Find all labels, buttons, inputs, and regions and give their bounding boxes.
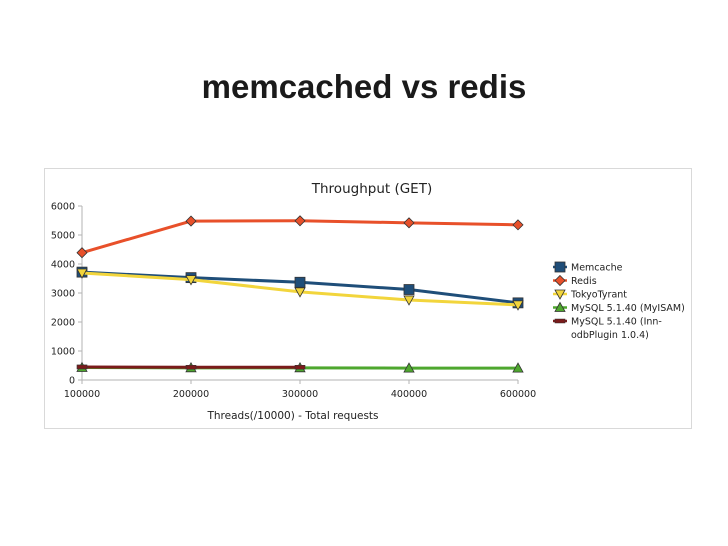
legend-label: Redis [571,276,597,287]
legend-label: TokyoTyrant [570,290,627,301]
x-axis-label: Threads(/10000) - Total requests [206,410,378,422]
legend-marker [554,274,566,287]
data-point [403,362,415,373]
legend-label: MySQL 5.1.40 (MyISAM) [571,303,685,314]
plot-area: 0 1000 2000 3000 4000 5000 6000 100000 200000 300… [51,202,536,401]
slide-title: memcached vs redis [201,68,527,105]
data-point [512,362,524,373]
chart-title: Throughput (GET) [311,181,432,197]
data-point [403,295,415,306]
data-point [294,215,306,227]
data-point [403,284,415,295]
y-tick-label: 2000 [51,318,75,329]
y-tick-label: 0 [69,376,75,387]
legend-label: odbPlugin 1.0.4) [571,330,649,341]
y-tick-label: 1000 [51,347,75,358]
data-point [294,276,306,288]
chart-frame: Throughput (GET) 0 1000 2000 3000 4000 5000 60… [44,168,692,429]
legend-marker [554,301,566,312]
data-point [294,364,306,370]
y-tick-label: 4000 [51,260,75,271]
y-tick-label: 5000 [51,231,75,242]
x-tick-label: 200000 [173,389,209,400]
legend: Memcache Redis TokyoTyrant MySQL 5.1.40 (My… [553,261,685,341]
legend-label: MySQL 5.1.40 (Inn- [571,317,662,328]
throughput-chart: Throughput (GET) 0 1000 2000 3000 4000 5000 60… [51,181,685,422]
x-tick-label: 600000 [500,389,536,400]
data-point [185,275,197,286]
legend-item: Redis [553,274,597,287]
legend-item: MySQL 5.1.40 (MyISAM) [553,301,685,314]
legend-marker [554,318,566,324]
legend-item: MySQL 5.1.40 (Inn-odbPlugin 1.0.4) [553,317,662,341]
data-point [76,364,88,370]
legend-item: Memcache [553,261,623,274]
x-tick-label: 100000 [64,389,100,400]
data-point [185,364,197,370]
y-tick-label: 6000 [51,202,75,213]
y-tick-label: 3000 [51,289,75,300]
x-tick-label: 300000 [282,389,318,400]
legend-marker [554,289,566,300]
data-point [76,247,88,259]
data-point [185,215,197,227]
data-point [294,287,306,298]
data-point [512,219,524,231]
legend-marker [554,261,566,273]
data-point [512,300,524,311]
legend-item: TokyoTyrant [553,290,627,301]
legend-label: Memcache [571,263,623,274]
data-point [403,217,415,229]
x-tick-label: 400000 [391,389,427,400]
data-point [76,268,88,279]
